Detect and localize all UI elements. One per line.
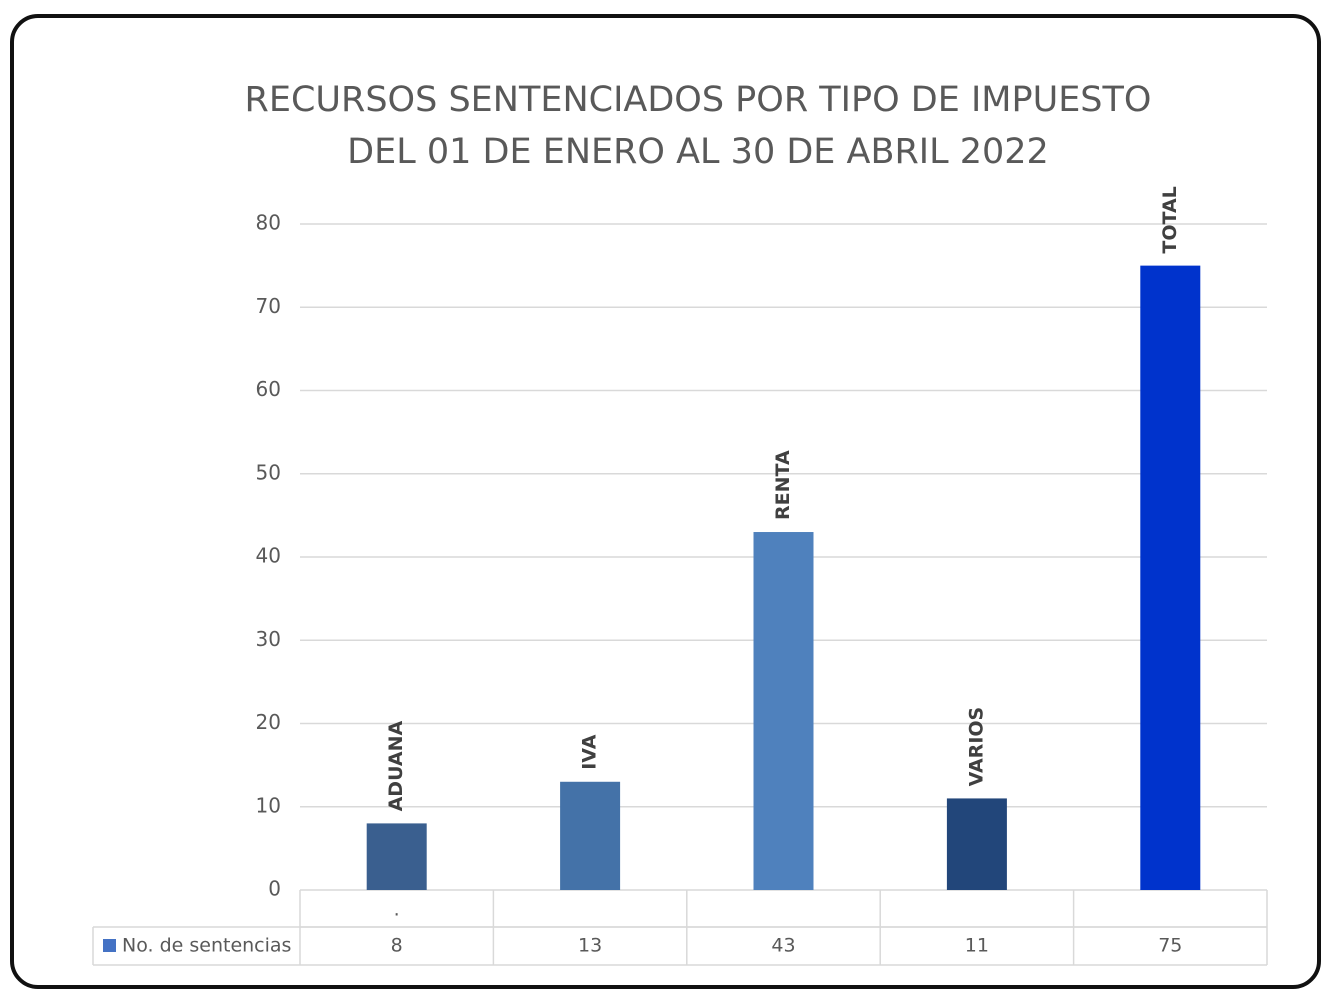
- bar-label: RENTA: [772, 450, 794, 520]
- y-tick-label: 0: [268, 877, 281, 901]
- legend-swatch: [103, 939, 116, 952]
- bar: [1140, 265, 1201, 890]
- chart-title: DEL 01 DE ENERO AL 30 DE ABRIL 2022: [347, 132, 1049, 172]
- chart-title: RECURSOS SENTENCIADOS POR TIPO DE IMPUES…: [245, 80, 1152, 120]
- bar-label: TOTAL: [1159, 186, 1181, 253]
- y-tick-label: 60: [256, 377, 281, 401]
- table-value: 8: [391, 935, 403, 957]
- y-tick-label: 30: [256, 627, 281, 651]
- y-tick-label: 10: [256, 793, 281, 817]
- y-tick-label: 40: [256, 544, 281, 568]
- bar-label: VARIOS: [965, 707, 987, 787]
- bar: [753, 532, 814, 890]
- table-value: 75: [1158, 935, 1182, 957]
- y-tick-label: 20: [256, 710, 281, 734]
- bar: [366, 823, 427, 890]
- x-tick-label: .: [394, 899, 400, 921]
- table-value: 43: [771, 935, 795, 957]
- y-tick-label: 50: [256, 460, 281, 484]
- bar-label: ADUANA: [385, 720, 407, 811]
- bar: [946, 798, 1007, 890]
- y-tick-label: 80: [256, 211, 281, 235]
- bar: [560, 781, 621, 890]
- table-value: 11: [965, 935, 989, 957]
- bar-label: IVA: [579, 734, 601, 769]
- legend-label: No. de sentencias: [122, 935, 291, 957]
- table-value: 13: [578, 935, 602, 957]
- y-tick-label: 70: [256, 294, 281, 318]
